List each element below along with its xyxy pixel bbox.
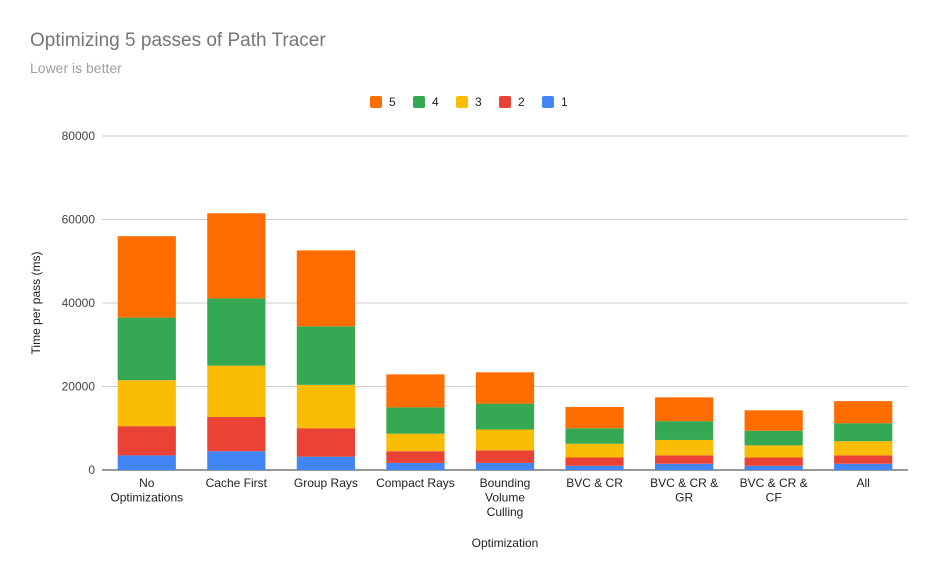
- bar-segment: [207, 365, 266, 417]
- y-tick-label: 0: [88, 463, 95, 477]
- bar-segment: [744, 457, 803, 466]
- bar-segment: [117, 380, 176, 427]
- bar-segment: [655, 463, 714, 470]
- legend-item: 2: [499, 95, 525, 109]
- bar-segment: [386, 433, 445, 452]
- bar-segment: [296, 250, 355, 327]
- bar-segment: [565, 457, 624, 466]
- bar-segment: [655, 397, 714, 422]
- bar-segment: [207, 451, 266, 470]
- bars: [117, 213, 893, 470]
- bar-segment: [565, 406, 624, 429]
- bar-segment: [834, 401, 893, 424]
- y-tick-label: 40000: [62, 296, 96, 310]
- legend-item: 4: [413, 95, 439, 109]
- legend-label: 5: [389, 95, 396, 109]
- bar-segment: [744, 465, 803, 470]
- bar-segment: [834, 441, 893, 456]
- legend-label: 1: [561, 95, 568, 109]
- bar-segment: [475, 462, 535, 470]
- bar-segment: [655, 421, 714, 440]
- bar-segment: [565, 443, 624, 458]
- bar-segment: [296, 428, 355, 457]
- bar-segment: [834, 463, 893, 470]
- x-axis-ticks: No Optimizations Cache First Group Rays Comp…: [110, 476, 869, 519]
- x-tick-label: No Optimizations: [110, 476, 183, 505]
- bar-segment: [744, 445, 803, 458]
- legend-item: 1: [542, 95, 568, 109]
- bar-segment: [655, 439, 714, 456]
- legend-item: 5: [370, 95, 396, 109]
- bar-segment: [475, 403, 535, 430]
- bar-segment: [386, 451, 445, 463]
- bar-segment: [117, 426, 176, 456]
- legend-swatch: [542, 96, 554, 108]
- bar-segment: [386, 374, 445, 408]
- x-tick-label: Group Rays: [294, 476, 358, 490]
- chart-title: Optimizing 5 passes of Path Tracer: [30, 30, 326, 51]
- bar-segment: [744, 430, 803, 446]
- bar-segment: [834, 423, 893, 442]
- bar-segment: [386, 407, 445, 434]
- bar-segment: [207, 298, 266, 366]
- bar-segment: [475, 429, 535, 451]
- bar-segment: [117, 317, 176, 381]
- legend-swatch: [499, 96, 511, 108]
- legend-swatch: [456, 96, 468, 108]
- y-tick-label: 60000: [62, 213, 96, 227]
- legend-item: 3: [456, 95, 482, 109]
- x-tick-label: All: [857, 476, 870, 490]
- y-axis-ticks: 0 20000 40000 60000 80000: [62, 129, 96, 477]
- x-axis-label: Optimization: [472, 536, 539, 550]
- x-tick-label: Bounding Volume Culling: [480, 476, 531, 519]
- x-tick-label: Cache First: [206, 476, 268, 490]
- bar-segment: [207, 213, 266, 299]
- bar-segment: [117, 455, 176, 470]
- bar-segment: [296, 456, 355, 470]
- bar-segment: [296, 384, 355, 429]
- legend: 5 4 3 2 1: [370, 95, 568, 109]
- x-tick-label: BVC & CR: [566, 476, 623, 490]
- bar-segment: [565, 465, 624, 470]
- legend-swatch: [413, 96, 425, 108]
- legend-label: 2: [518, 95, 525, 109]
- x-tick-label: BVC & CR & CF: [740, 476, 808, 505]
- bar-segment: [565, 428, 624, 444]
- chart-subtitle: Lower is better: [30, 60, 122, 76]
- bar-segment: [475, 450, 535, 463]
- bar-segment: [207, 416, 266, 452]
- bar-segment: [475, 372, 535, 404]
- y-tick-label: 20000: [62, 380, 96, 394]
- y-tick-label: 80000: [62, 129, 96, 143]
- legend-label: 4: [432, 95, 439, 109]
- bar-segment: [744, 410, 803, 431]
- x-tick-label: BVC & CR & GR: [650, 476, 718, 505]
- bar-segment: [386, 462, 445, 470]
- x-tick-label: Compact Rays: [376, 476, 455, 490]
- bar-segment: [834, 455, 893, 464]
- bar-segment: [117, 236, 176, 318]
- legend-swatch: [370, 96, 382, 108]
- bar-segment: [296, 326, 355, 385]
- bar-segment: [655, 455, 714, 464]
- y-axis-label: Time per pass (ms): [29, 252, 43, 355]
- legend-label: 3: [475, 95, 482, 109]
